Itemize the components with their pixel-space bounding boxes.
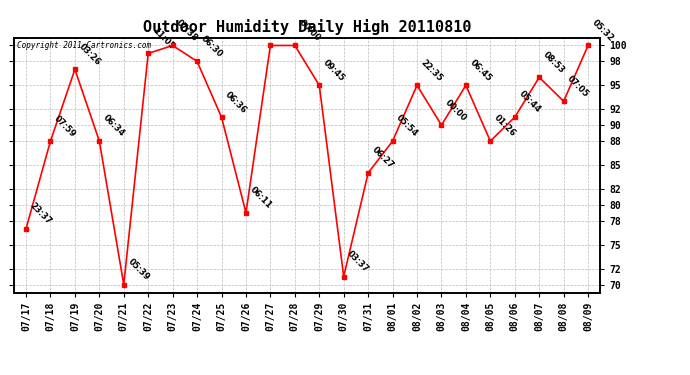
Text: 08:53: 08:53 (541, 50, 566, 75)
Title: Outdoor Humidity Daily High 20110810: Outdoor Humidity Daily High 20110810 (143, 19, 471, 35)
Text: 05:54: 05:54 (395, 113, 420, 139)
Text: 23:37: 23:37 (28, 201, 53, 226)
Text: 05:32: 05:32 (590, 18, 615, 43)
Text: 11:05: 11:05 (150, 26, 175, 51)
Text: 03:37: 03:37 (346, 249, 371, 274)
Text: 06:34: 06:34 (101, 114, 126, 139)
Text: 07:59: 07:59 (52, 114, 77, 139)
Text: 03:26: 03:26 (77, 42, 102, 67)
Text: 00:00: 00:00 (297, 18, 322, 43)
Text: 05:44: 05:44 (517, 90, 542, 115)
Text: 06:30: 06:30 (199, 34, 224, 59)
Text: 00:00: 00:00 (444, 98, 469, 123)
Text: 06:45: 06:45 (468, 58, 493, 83)
Text: 05:39: 05:39 (126, 257, 151, 282)
Text: 06:36: 06:36 (224, 90, 248, 115)
Text: 06:11: 06:11 (248, 185, 273, 210)
Text: Copyright 2011 Cartronics.com: Copyright 2011 Cartronics.com (17, 41, 151, 50)
Text: 22:35: 22:35 (419, 58, 444, 83)
Text: 06:27: 06:27 (370, 146, 395, 171)
Text: 07:05: 07:05 (566, 74, 591, 99)
Text: 07:38: 07:38 (175, 18, 199, 43)
Text: 09:45: 09:45 (322, 58, 346, 83)
Text: 01:26: 01:26 (492, 113, 518, 139)
